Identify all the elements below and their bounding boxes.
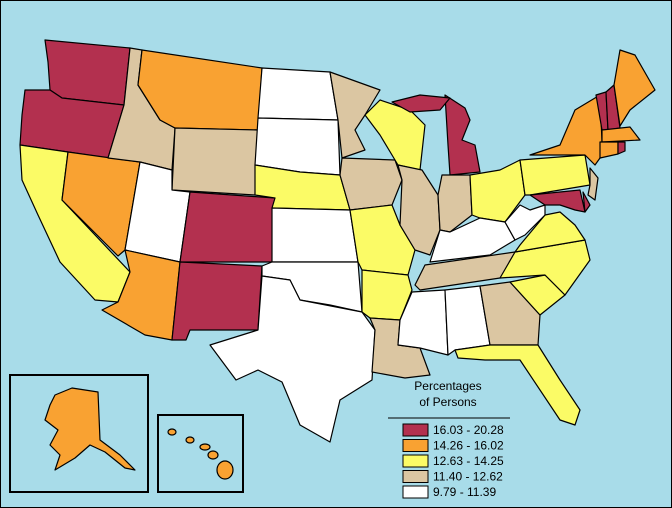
legend-label: 9.79 - 11.39 <box>433 485 496 499</box>
state-mn <box>329 71 381 159</box>
legend-swatch <box>402 439 429 452</box>
legend-swatch <box>402 485 429 499</box>
legend-label: 16.03 - 20.28 <box>433 423 504 437</box>
legend-title: Percentages <box>414 379 481 393</box>
state-wy <box>171 127 259 196</box>
state-tx <box>209 275 376 443</box>
state-ga <box>479 281 541 346</box>
legend-label: 12.63 - 14.25 <box>433 454 504 468</box>
state-me <box>613 49 656 127</box>
legend-swatch <box>402 423 429 437</box>
state-nd <box>257 67 339 121</box>
state-mi <box>444 94 481 176</box>
state-co <box>179 191 276 263</box>
state-mo <box>349 204 416 276</box>
state-ks <box>271 207 359 263</box>
legend-swatch <box>402 454 429 468</box>
state-hi <box>185 436 195 444</box>
state-fl <box>454 344 581 426</box>
state-nm <box>171 261 263 341</box>
legend-label: 11.40 - 12.62 <box>433 470 503 484</box>
state-ak <box>44 387 136 471</box>
state-hi <box>199 443 211 451</box>
state-ri <box>617 141 626 155</box>
legend-swatch <box>402 470 429 483</box>
state-ia <box>339 157 403 211</box>
state-il <box>397 164 441 256</box>
legend-label: 14.26 - 16.02 <box>433 439 504 453</box>
state-wv <box>504 204 546 241</box>
legend: Percentages of Persons 16.03 - 20.28 14.2… <box>388 379 510 499</box>
state-hi <box>216 460 234 480</box>
state-mi-upper <box>391 94 451 113</box>
state-oh <box>469 159 526 223</box>
state-md <box>529 189 586 213</box>
state-de <box>582 191 591 213</box>
states <box>9 39 656 493</box>
state-hi <box>167 428 177 436</box>
inset-frame <box>157 414 244 493</box>
legend-title: of Persons <box>419 395 476 409</box>
state-nj <box>587 167 599 201</box>
state-pa <box>519 154 591 196</box>
state-hi <box>207 450 219 460</box>
state-ma <box>601 126 641 143</box>
